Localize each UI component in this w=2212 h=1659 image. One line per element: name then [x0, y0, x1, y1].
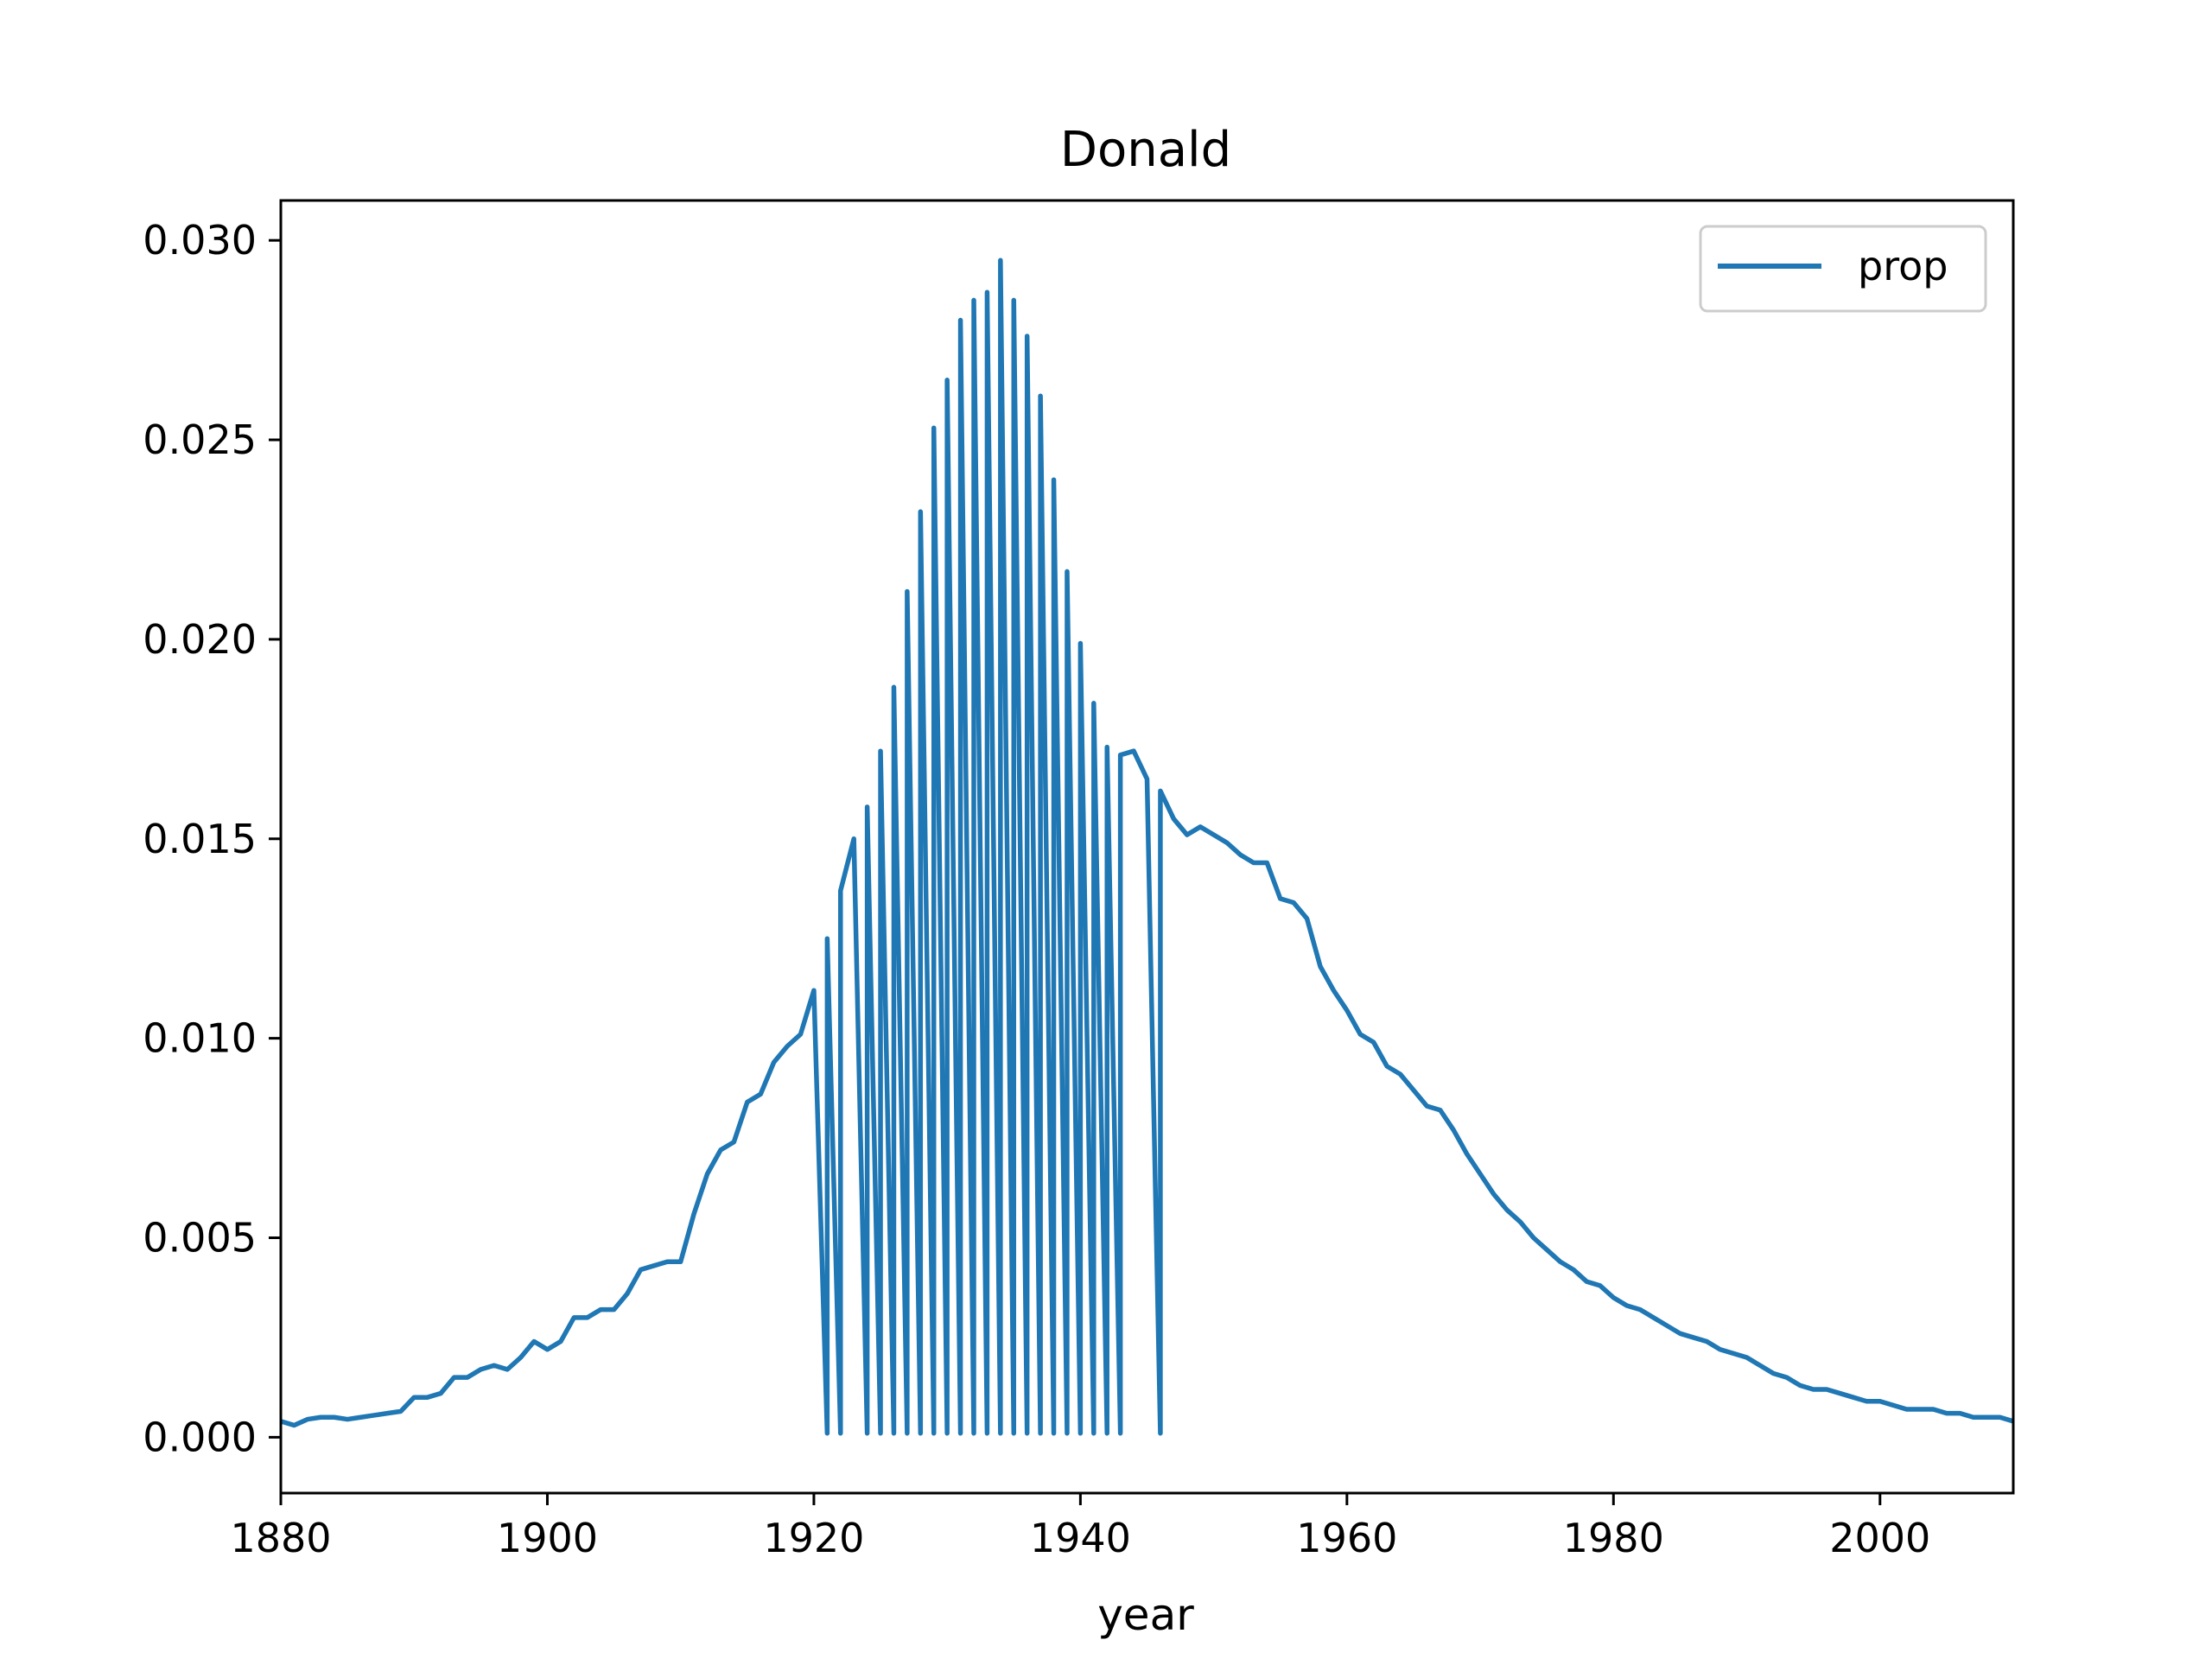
axes-frame: [279, 199, 2015, 1495]
x-tick-label: 2000: [1829, 1515, 1930, 1561]
y-tick-label: 0.000: [143, 1414, 257, 1460]
x-tick-label: 1960: [1296, 1515, 1397, 1561]
x-tick-label: 1980: [1563, 1515, 1664, 1561]
x-tick-label: 1940: [1030, 1515, 1131, 1561]
legend-frame: [1699, 225, 1987, 313]
chart-title: Donald: [1060, 122, 1231, 178]
plot-area: [281, 257, 2013, 1436]
y-tick-label: 0.010: [143, 1015, 257, 1062]
series-line-prop: [281, 257, 2013, 1436]
y-tick-label: 0.025: [143, 416, 257, 463]
y-tick-label: 0.030: [143, 217, 257, 264]
x-tick-label: 1900: [497, 1515, 598, 1561]
axes: 1880 1900 1920 1940 1960 1980 2000 0.000 0.005 0.…: [143, 199, 2015, 1561]
y-tick-label: 0.015: [143, 816, 257, 862]
x-axis-label: year: [1097, 1590, 1194, 1640]
x-tick-label: 1920: [763, 1515, 864, 1561]
y-tick-label: 0.020: [143, 616, 257, 663]
y-tick-label: 0.005: [143, 1214, 257, 1261]
legend: prop: [1699, 225, 1987, 313]
legend-label-prop: prop: [1858, 243, 1948, 289]
x-tick-label: 1880: [230, 1515, 331, 1561]
